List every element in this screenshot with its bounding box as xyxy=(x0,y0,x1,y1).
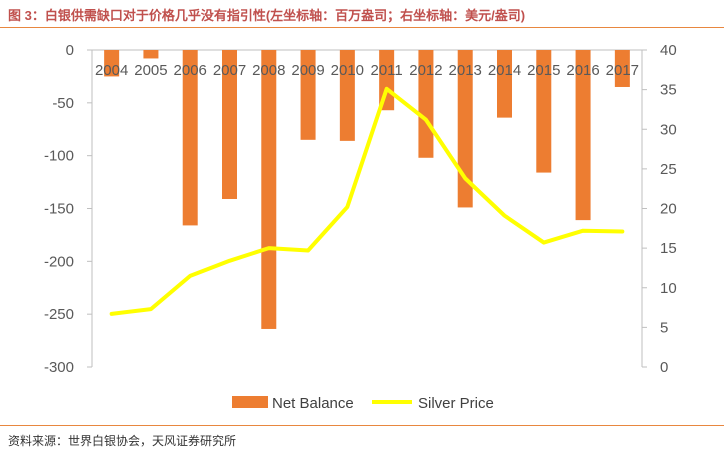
right-tick-label: 0 xyxy=(660,359,668,376)
right-axis: 40 35 30 25 20 15 10 5 0 xyxy=(641,42,677,376)
x-tick-label: 2014 xyxy=(488,62,521,79)
left-tick-label: -50 xyxy=(52,95,74,112)
x-tick-label: 2012 xyxy=(409,62,442,79)
silver-price-point-2014 xyxy=(504,215,505,217)
legend-label-net-balance: Net Balance xyxy=(272,395,354,412)
left-tick-label: -100 xyxy=(44,148,74,165)
right-tick-label: 25 xyxy=(660,161,677,178)
bar-2017 xyxy=(614,50,630,87)
x-tick-label: 2015 xyxy=(527,62,560,79)
right-tick-label: 10 xyxy=(660,280,677,297)
silver-price-point-2010 xyxy=(346,206,348,208)
x-tick-label: 2006 xyxy=(174,62,207,79)
bar-2012 xyxy=(418,50,434,158)
silver-price-point-2007 xyxy=(229,260,230,262)
line-series xyxy=(109,86,625,316)
bar-2004 xyxy=(104,50,120,77)
x-tick-label: 2004 xyxy=(95,62,128,79)
right-tick-label: 35 xyxy=(660,82,677,99)
bar-2016 xyxy=(575,50,591,221)
x-tick-label: 2017 xyxy=(606,62,639,79)
left-tick-label: -250 xyxy=(44,306,74,323)
silver-price-point-2016 xyxy=(582,230,584,232)
silver-price-point-2013 xyxy=(464,177,466,179)
silver-price-point-2009 xyxy=(307,250,309,252)
x-tick-label: 2008 xyxy=(252,62,285,79)
bar-2015 xyxy=(536,50,552,173)
x-tick-label: 2005 xyxy=(134,62,167,79)
legend-label-silver-price: Silver Price xyxy=(418,395,494,412)
x-tick-label: 2009 xyxy=(291,62,324,79)
bar-2010 xyxy=(339,50,355,141)
x-axis-labels: 2004 2005 2006 2007 2008 2009 2010 2011 2012 2013… xyxy=(95,62,639,79)
silver-price-point-2015 xyxy=(543,242,545,244)
bottom-rule xyxy=(0,425,724,426)
bar-2013 xyxy=(457,50,473,208)
bar-2014 xyxy=(497,50,512,118)
right-tick-label: 5 xyxy=(660,319,668,336)
left-tick-label: -150 xyxy=(44,201,74,218)
bar-2005 xyxy=(143,50,159,59)
right-tick-label: 20 xyxy=(660,201,677,218)
bar-series xyxy=(104,50,630,329)
silver-price-point-2008 xyxy=(268,247,270,249)
silver-price-point-2005 xyxy=(150,308,152,310)
bar-2007 xyxy=(222,50,237,199)
silver-price-point-2017 xyxy=(621,230,623,232)
legend-swatch-net-balance xyxy=(232,396,268,408)
bar-2008 xyxy=(261,50,277,329)
x-tick-label: 2007 xyxy=(213,62,246,79)
right-tick-label: 40 xyxy=(660,42,677,59)
x-tick-label: 2010 xyxy=(331,62,364,79)
bar-2006 xyxy=(182,50,198,226)
left-tick-label: 0 xyxy=(66,42,74,59)
silver-price-line xyxy=(109,86,625,316)
x-tick-label: 2011 xyxy=(371,62,403,79)
left-tick-label: -200 xyxy=(44,253,74,270)
x-tick-label: 2013 xyxy=(449,62,482,79)
right-tick-label: 15 xyxy=(660,240,677,257)
figure-source: 资料来源：世界白银协会，天风证券研究所 xyxy=(8,434,237,448)
bar-2009 xyxy=(300,50,316,140)
x-tick-label: 2016 xyxy=(566,62,599,79)
figure-title: 图 3：白银供需缺口对于价格几乎没有指引性(左坐标轴：百万盎司；右坐标轴：美元/… xyxy=(8,8,526,23)
silver-price-point-2006 xyxy=(189,275,191,277)
top-rule xyxy=(0,27,724,28)
legend: Net Balance Silver Price xyxy=(232,395,494,412)
silver-price-point-2012 xyxy=(425,119,427,121)
right-tick-label: 30 xyxy=(660,121,677,138)
silver-price-point-2011 xyxy=(386,88,388,90)
left-tick-label: -300 xyxy=(44,359,74,376)
silver-price-point-2004 xyxy=(111,313,113,315)
